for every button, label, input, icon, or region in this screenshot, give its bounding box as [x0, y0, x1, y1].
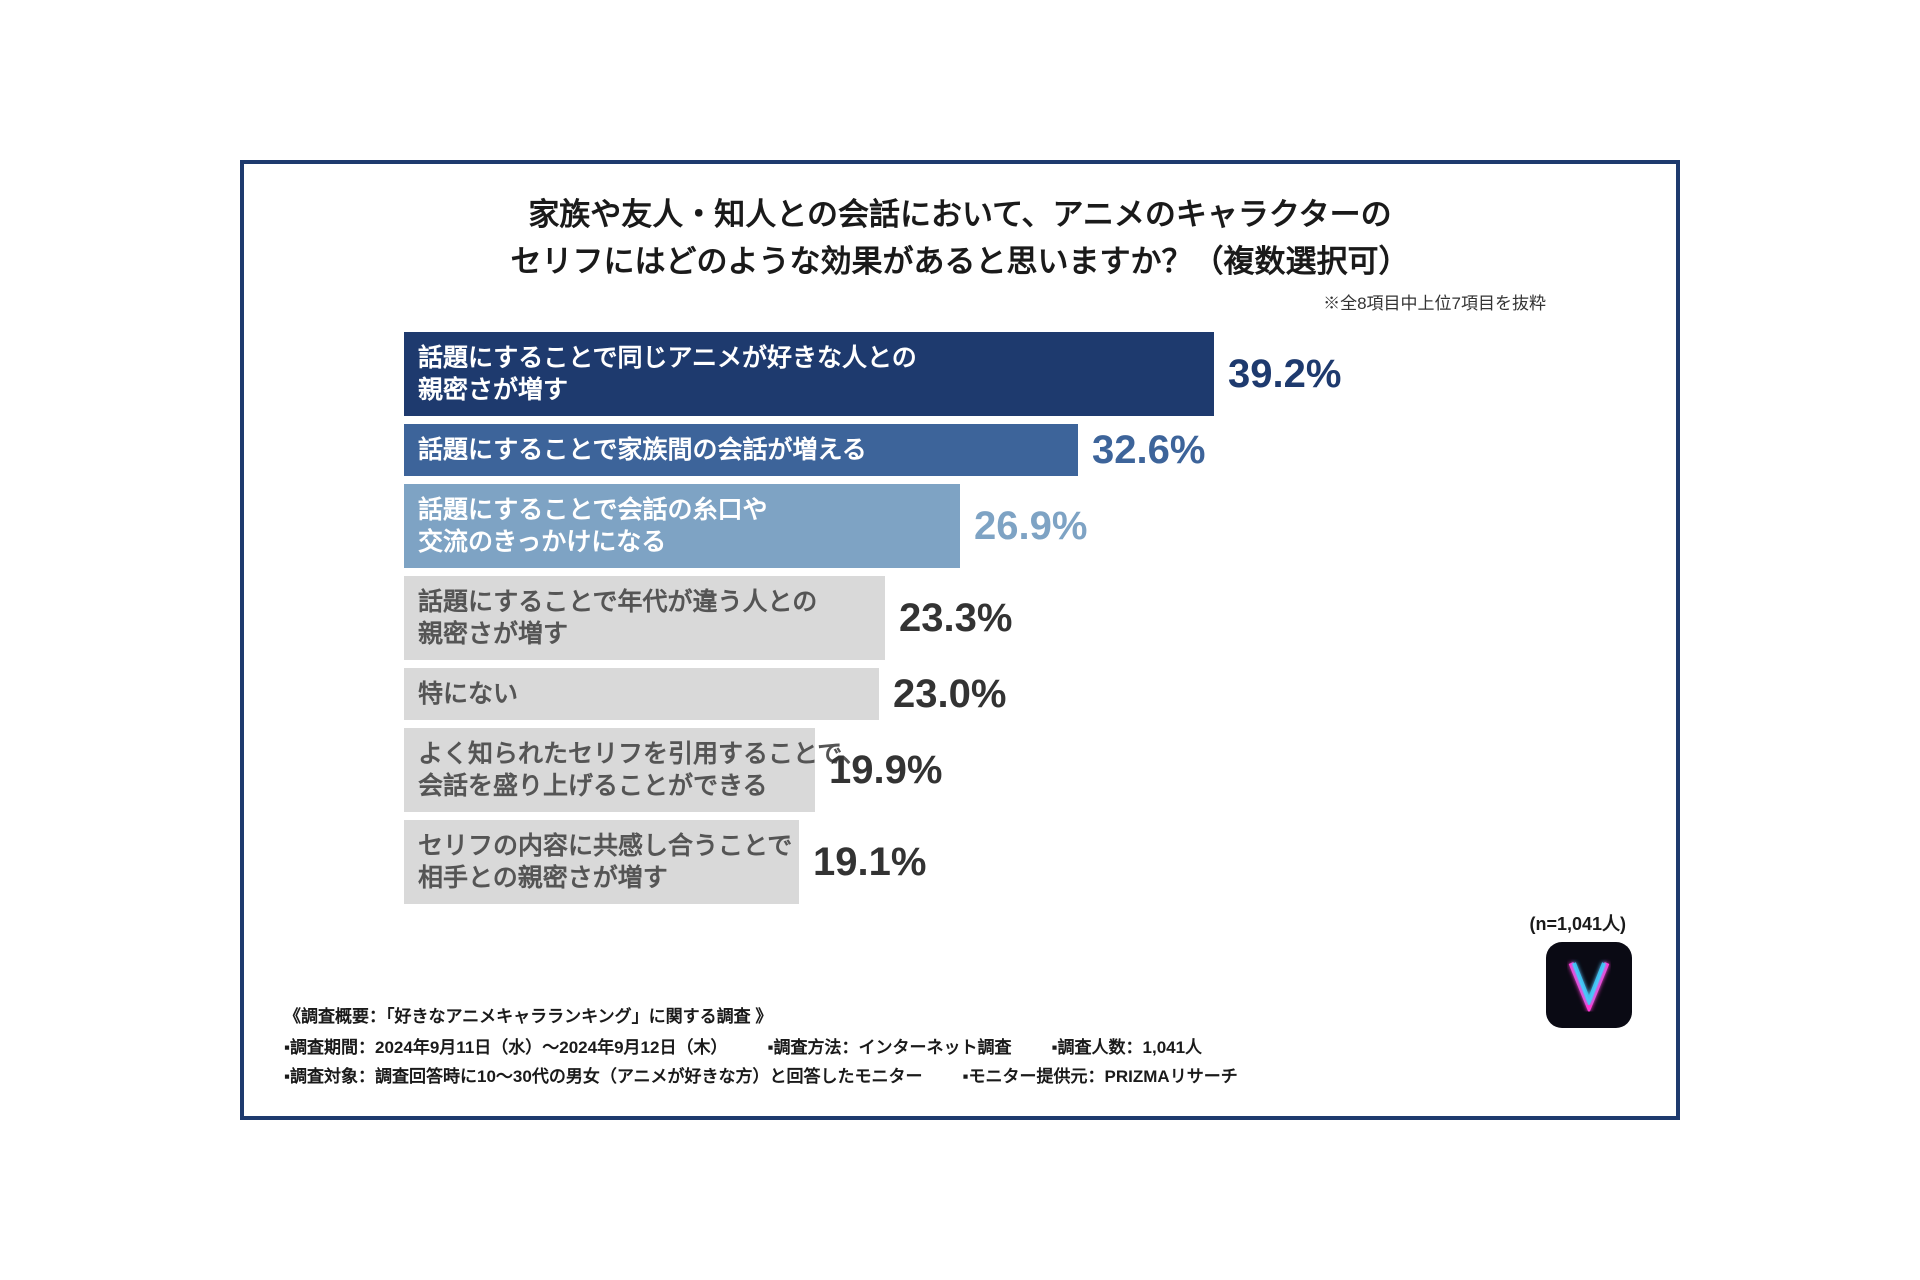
bar: 特にない	[404, 668, 879, 720]
bar-row: 話題にすることで同じアニメが好きな人との 親密さが増す 39.2%	[404, 332, 1496, 416]
bar: 話題にすることで年代が違う人との 親密さが増す	[404, 576, 885, 660]
bar-label: 話題にすることで年代が違う人との 親密さが増す	[418, 586, 817, 651]
footer-count: ▪調査人数：1,041人	[1051, 1034, 1202, 1063]
bar: 話題にすることで同じアニメが好きな人との 親密さが増す	[404, 332, 1214, 416]
title-line-2: セリフにはどのような効果があると思いますか？（複数選択可）	[511, 244, 1410, 279]
bar: 話題にすることで家族間の会話が増える	[404, 424, 1078, 476]
footer-summary: 《調査概要：「好きなアニメキャラランキング」に関する調査 》	[284, 1003, 1636, 1032]
bar: 話題にすることで会話の糸口や 交流のきっかけになる	[404, 484, 960, 568]
bar-value: 32.6%	[1092, 428, 1205, 473]
footer-method: ▪調査方法：インターネット調査	[767, 1034, 1011, 1063]
bar-row: よく知られたセリフを引用することで、 会話を盛り上げることができる 19.9%	[404, 728, 1496, 812]
bar-row: 特にない 23.0%	[404, 668, 1496, 720]
bar-label: 話題にすることで会話の糸口や 交流のきっかけになる	[418, 494, 768, 559]
bar-chart: 話題にすることで同じアニメが好きな人との 親密さが増す39.2%話題にすることで…	[284, 332, 1636, 904]
bar-row: 話題にすることで会話の糸口や 交流のきっかけになる 26.9%	[404, 484, 1496, 568]
bar-value: 23.3%	[899, 596, 1012, 641]
chart-subtitle: ※全8項目中上位7項目を抜粋	[284, 289, 1546, 314]
survey-footer: 《調査概要：「好きなアニメキャラランキング」に関する調査 》 ▪調査期間：202…	[284, 1003, 1636, 1092]
bar-value: 19.9%	[829, 748, 942, 793]
bar-label: 話題にすることで同じアニメが好きな人との 親密さが増す	[418, 342, 917, 407]
footer-target: ▪調査対象：調査回答時に10～30代の男女（アニメが好きな方）と回答したモニター	[284, 1063, 923, 1092]
bar-value: 39.2%	[1228, 352, 1341, 397]
footer-period: ▪調査期間：2024年9月11日（水）～2024年9月12日（木）	[284, 1034, 727, 1063]
bar-label: 特にない	[418, 678, 518, 711]
bar: よく知られたセリフを引用することで、 会話を盛り上げることができる	[404, 728, 815, 812]
bar-row: セリフの内容に共感し合うことで 相手との親密さが増す 19.1%	[404, 820, 1496, 904]
chart-title: 家族や友人・知人との会話において、アニメのキャラクターの セリフにはどのような効…	[284, 192, 1636, 285]
bar-label: 話題にすることで家族間の会話が増える	[418, 434, 867, 467]
bar-value: 26.9%	[974, 504, 1087, 549]
footer-provider: ▪モニター提供元：PRIZMAリサーチ	[963, 1063, 1238, 1092]
title-line-1: 家族や友人・知人との会話において、アニメのキャラクターの	[528, 197, 1391, 232]
sample-size: (n=1,041人)	[1529, 910, 1626, 936]
bar: セリフの内容に共感し合うことで 相手との親密さが増す	[404, 820, 799, 904]
bar-value: 23.0%	[893, 672, 1006, 717]
bar-row: 話題にすることで年代が違う人との 親密さが増す 23.3%	[404, 576, 1496, 660]
bar-value: 19.1%	[813, 840, 926, 885]
chart-frame: 家族や友人・知人との会話において、アニメのキャラクターの セリフにはどのような効…	[240, 160, 1680, 1120]
bar-row: 話題にすることで家族間の会話が増える 32.6%	[404, 424, 1496, 476]
